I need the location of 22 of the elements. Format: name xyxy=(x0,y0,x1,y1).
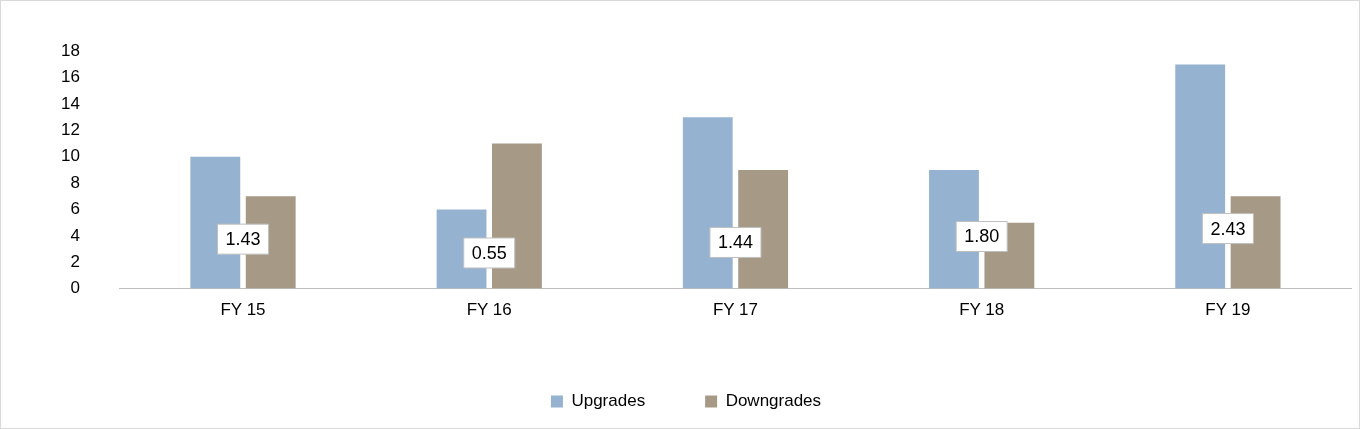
annotation: 1.44 xyxy=(717,232,753,253)
legend-label: Downgrades xyxy=(725,391,822,411)
y-tick-label: 12 xyxy=(60,120,80,140)
y-tick-label: 10 xyxy=(60,146,80,166)
x-tick-label: FY 19 xyxy=(1205,300,1251,320)
x-tick-label: FY 15 xyxy=(220,300,266,320)
annotation: 2.43 xyxy=(1210,218,1246,239)
y-tick-label: 14 xyxy=(60,93,80,113)
annotation: 1.80 xyxy=(964,226,1000,247)
y-tick-label: 6 xyxy=(70,199,80,219)
y-tick-label: 4 xyxy=(70,225,80,245)
x-tick-label: FY 18 xyxy=(959,300,1005,320)
legend-label: Upgrades xyxy=(571,391,646,411)
x-tick-label: FY 16 xyxy=(466,300,512,320)
annotation: 0.55 xyxy=(471,242,507,263)
y-tick-label: 0 xyxy=(70,278,80,298)
y-tick-label: 18 xyxy=(60,40,80,60)
annotation: 1.43 xyxy=(225,229,261,250)
y-tick-label: 8 xyxy=(70,172,80,192)
x-tick-label: FY 17 xyxy=(712,300,758,320)
y-tick-label: 16 xyxy=(60,67,80,87)
y-tick-label: 2 xyxy=(70,251,80,271)
